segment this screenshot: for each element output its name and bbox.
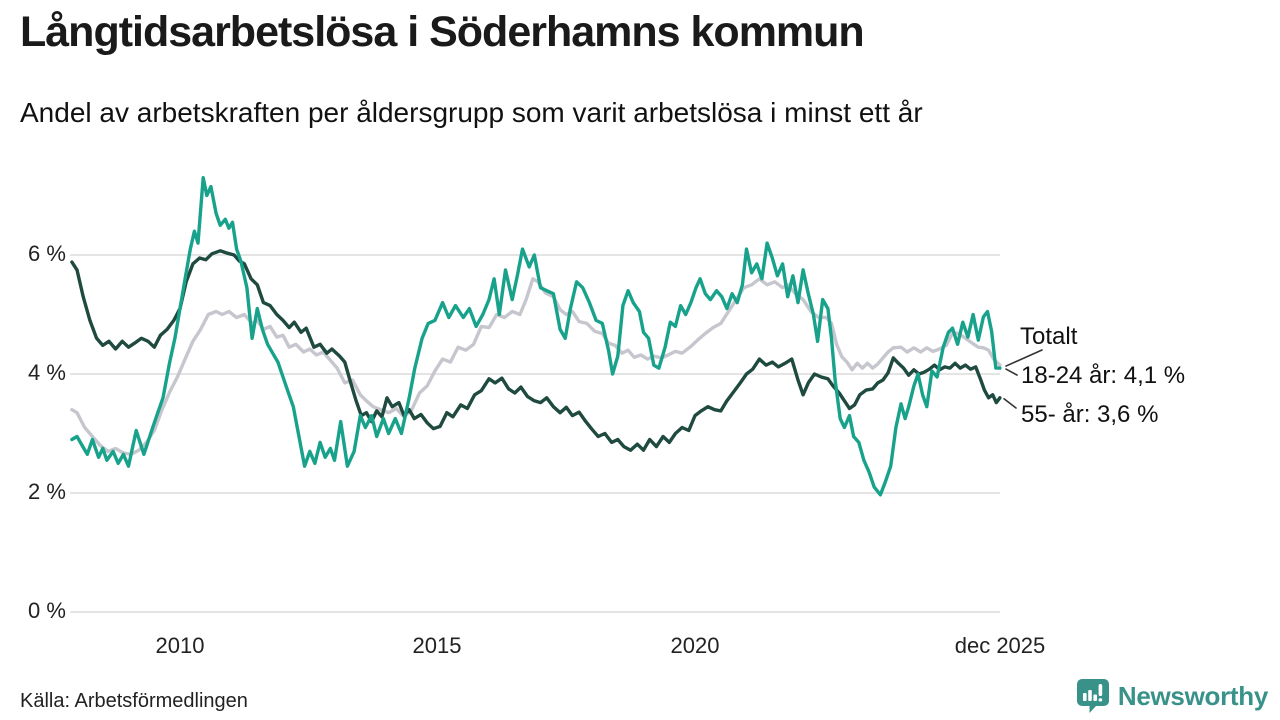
series-label-totalt: Totalt: [1020, 323, 1078, 350]
y-axis-tick-4: 4 %: [28, 360, 66, 385]
x-axis-tick-dec-2025: dec 2025: [954, 633, 1046, 658]
x-axis-tick-2015: 2015: [412, 633, 462, 658]
series-label-18-24: 18-24 år: 4,1 %: [1021, 362, 1186, 389]
source-note: Källa: Arbetsförmedlingen: [20, 690, 248, 712]
y-axis-tick-0: 0 %: [28, 598, 66, 623]
x-axis-tick-2010: 2010: [155, 633, 205, 658]
chart-title: Långtidsarbetslösa i Söderhamns kommun: [20, 8, 865, 56]
newsworthy-bubble-chart-icon: [1076, 679, 1109, 713]
series-label-55: 55- år: 3,6 %: [1021, 401, 1159, 428]
chart-subtitle: Andel av arbetskraften per åldersgrupp s…: [20, 97, 923, 128]
y-axis-tick-6: 6 %: [28, 241, 66, 266]
y-axis-tick-2: 2 %: [28, 479, 66, 504]
newsworthy-wordmark: Newsworthy: [1117, 680, 1268, 711]
newsworthy-logo: Newsworthy: [1076, 678, 1268, 714]
x-axis-tick-2020: 2020: [670, 633, 720, 658]
